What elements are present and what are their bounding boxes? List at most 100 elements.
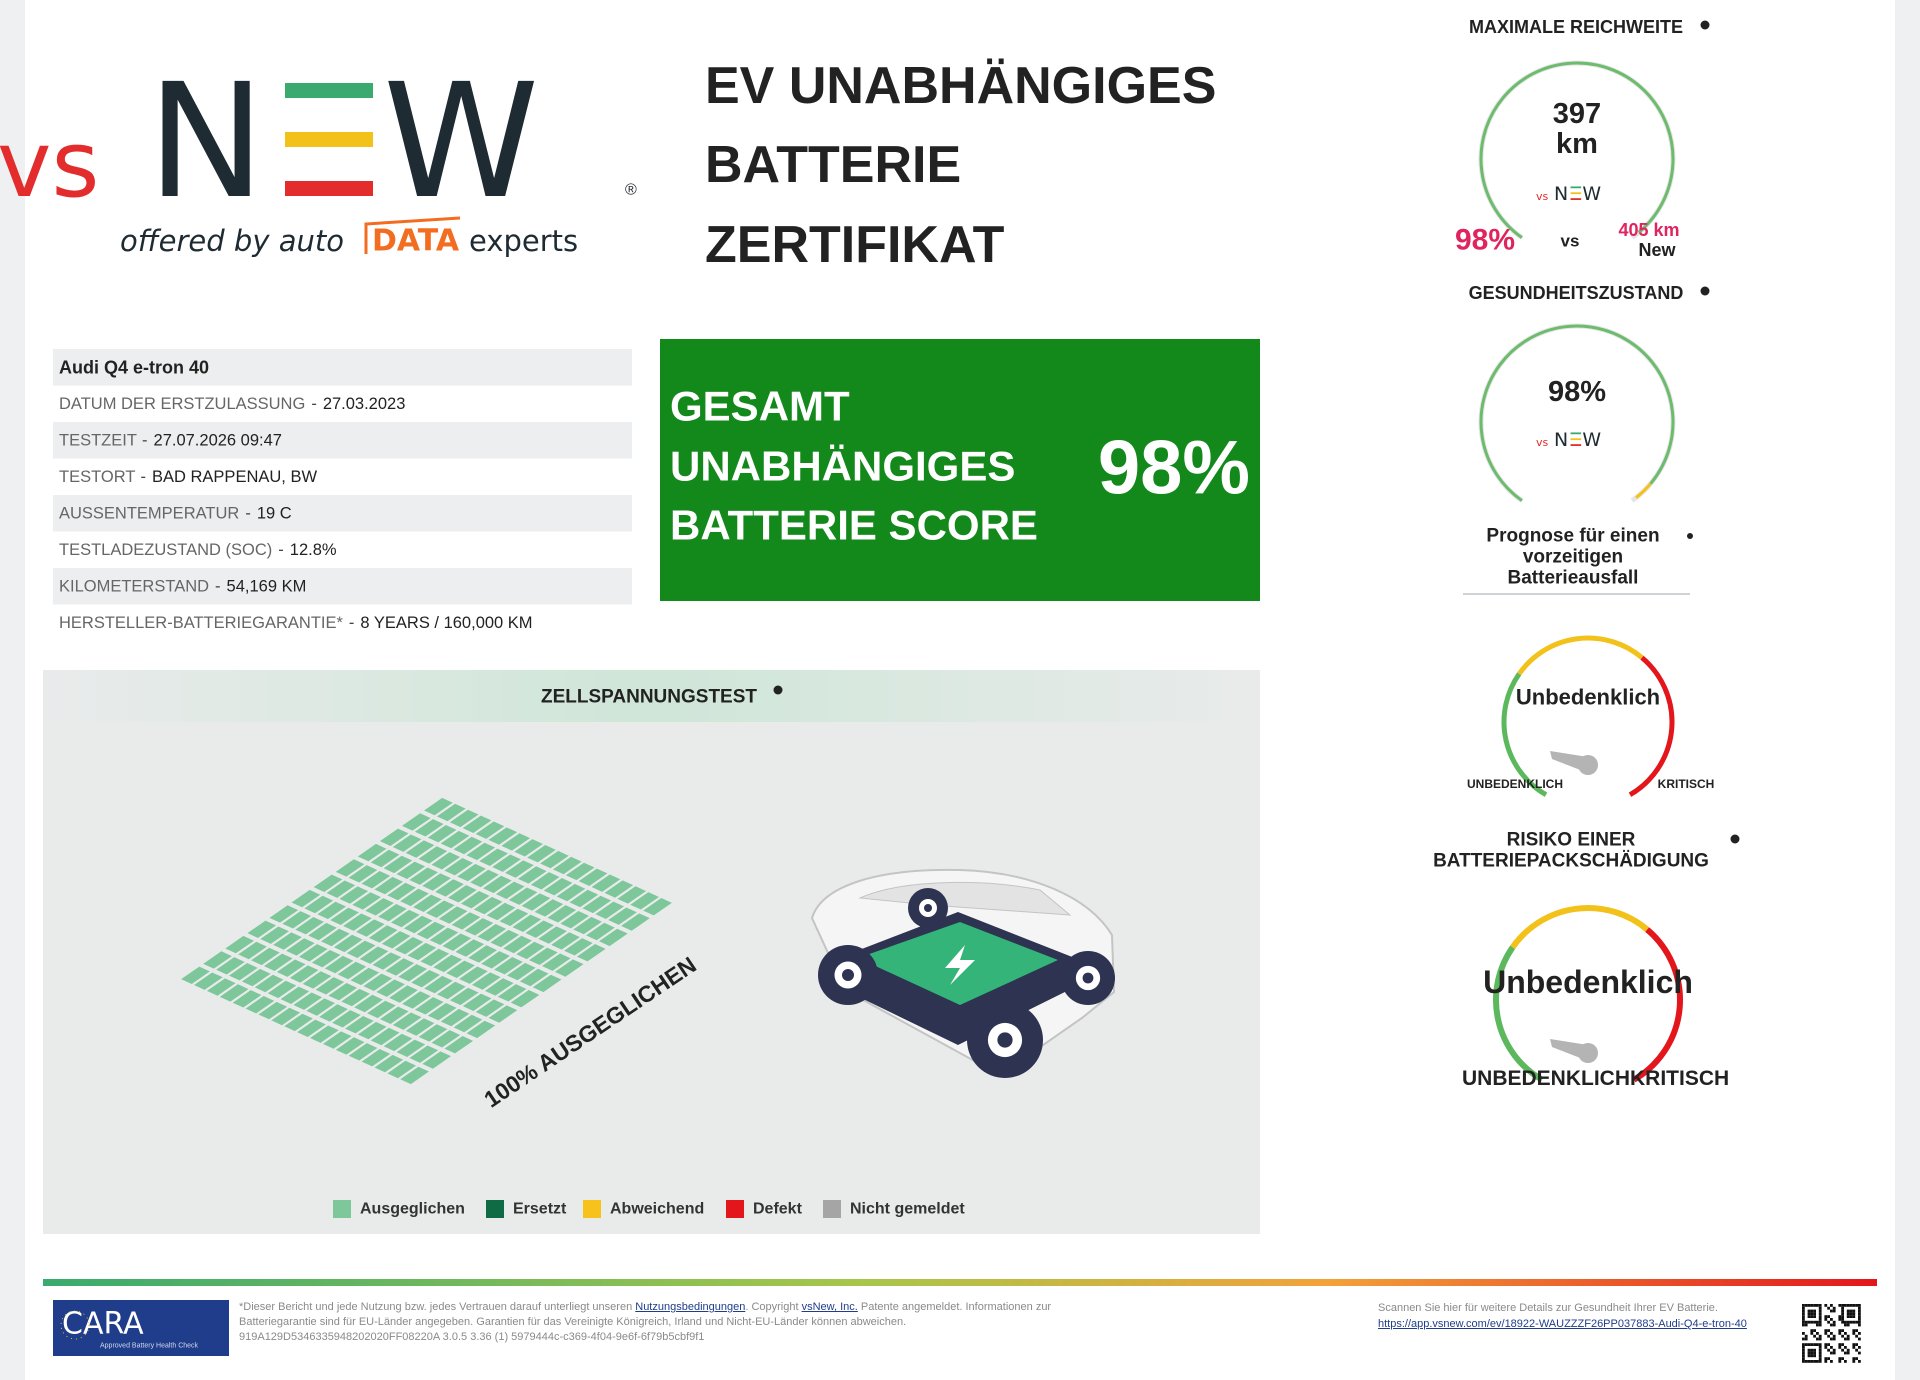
qr-module <box>1858 1346 1861 1349</box>
cell <box>477 924 507 942</box>
qr-module <box>1846 1334 1850 1338</box>
cell <box>337 961 367 980</box>
cell <box>436 803 466 822</box>
qr-module <box>1818 1334 1822 1338</box>
badge-subtitle: Approved Battery Health Check <box>100 1343 199 1350</box>
cell <box>472 972 501 990</box>
cell <box>295 917 324 935</box>
qr-module <box>1838 1346 1842 1349</box>
cell <box>411 970 440 988</box>
logo-e-bar <box>1570 432 1582 435</box>
logo-e-bar <box>285 132 373 147</box>
qr-module <box>1807 1315 1811 1318</box>
cell <box>554 959 584 977</box>
qr-module <box>1813 1329 1816 1332</box>
gauge-green <box>1493 945 1544 1083</box>
car-illustration <box>810 868 1116 1078</box>
cell <box>282 911 312 929</box>
qr-module <box>1818 1360 1822 1363</box>
vehicle-model: Audi Q4 e-tron 40 <box>59 357 209 377</box>
qr-module <box>1832 1337 1836 1341</box>
score-value: 98% <box>1098 426 1250 511</box>
cell <box>483 875 512 894</box>
qr-module <box>1852 1304 1856 1307</box>
qr-module <box>1807 1351 1811 1355</box>
logo-e-bar <box>1570 192 1582 195</box>
title-line: EV UNABHÄNGIGES <box>705 57 1216 115</box>
qr-module <box>1846 1304 1850 1307</box>
qr-module <box>1802 1309 1805 1313</box>
cell <box>398 964 428 982</box>
cell <box>556 883 586 902</box>
cell <box>396 861 426 879</box>
score-label: UNABHÄNGIGES <box>670 443 1015 490</box>
cell <box>541 953 571 971</box>
cell <box>339 886 369 904</box>
cell <box>418 1024 448 1042</box>
terms-link[interactable]: Nutzungsbedingungen <box>635 1301 746 1313</box>
qr-module <box>1838 1318 1842 1321</box>
cell <box>396 1039 426 1057</box>
cell <box>361 871 391 889</box>
scan-text: Scannen Sie hier für weitere Details zur… <box>1378 1302 1718 1314</box>
title-line: BATTERIE <box>705 136 961 194</box>
legend-swatch <box>823 1200 841 1218</box>
cell <box>444 1036 474 1054</box>
qr-module <box>1838 1343 1842 1346</box>
cell <box>521 893 551 911</box>
qr-module <box>1858 1318 1861 1321</box>
qr-module <box>1807 1304 1811 1307</box>
cell <box>354 994 383 1013</box>
cell <box>457 863 486 882</box>
qr-module <box>1802 1357 1805 1360</box>
cell <box>448 885 477 903</box>
table-row-bg <box>53 495 632 532</box>
damage-title: BATTERIEPACKSCHÄDIGUNG <box>1433 851 1709 872</box>
qr-module <box>1844 1351 1847 1355</box>
risk-high: KRITISCH <box>1630 1067 1729 1090</box>
gauge-yellow <box>1517 635 1644 676</box>
company-link[interactable]: vsNew, Inc. <box>801 1301 858 1313</box>
qr-module <box>1830 1337 1833 1341</box>
car-window <box>858 881 1072 916</box>
qr-module <box>1844 1337 1847 1341</box>
qr-module <box>1844 1323 1847 1327</box>
gauge-arc-tip <box>1635 482 1652 499</box>
cell <box>503 935 532 954</box>
qr-module <box>1841 1312 1844 1316</box>
cell <box>348 865 378 883</box>
cell <box>488 1005 518 1023</box>
qr-module <box>1824 1346 1828 1349</box>
qr-module <box>1852 1343 1856 1346</box>
qr-module <box>1810 1315 1814 1318</box>
report-url[interactable]: https://app.vsnew.com/ev/18922-WAUZZZF26… <box>1378 1318 1747 1330</box>
cell <box>378 904 407 922</box>
logo-e-bar <box>1570 198 1582 200</box>
qr-module <box>1852 1312 1856 1316</box>
qr-module <box>1824 1332 1828 1335</box>
cell <box>420 948 450 967</box>
cell <box>387 882 416 901</box>
qr-module <box>1813 1360 1816 1363</box>
qr-module <box>1855 1329 1858 1332</box>
row-value: 54,169 KM <box>227 577 307 595</box>
cell <box>280 986 310 1004</box>
logo-e-bar <box>1570 438 1582 441</box>
qr-module <box>1802 1306 1805 1310</box>
table-row: TESTORT - BAD RAPPENAU, BW <box>59 468 317 486</box>
qr-module <box>1818 1320 1822 1324</box>
qr-module <box>1832 1351 1836 1355</box>
cell <box>392 834 422 852</box>
cell-panel-header <box>43 670 1260 722</box>
cell <box>431 1030 461 1048</box>
health-value: 98% <box>1548 376 1606 408</box>
gauge-arc <box>1479 324 1675 502</box>
cell <box>359 946 389 964</box>
qr-module <box>1802 1318 1805 1321</box>
qr-module <box>1844 1360 1847 1363</box>
cell <box>394 937 424 955</box>
qr-module <box>1846 1323 1850 1327</box>
cell <box>400 888 429 907</box>
qr-module <box>1832 1334 1836 1338</box>
cell <box>203 951 232 969</box>
